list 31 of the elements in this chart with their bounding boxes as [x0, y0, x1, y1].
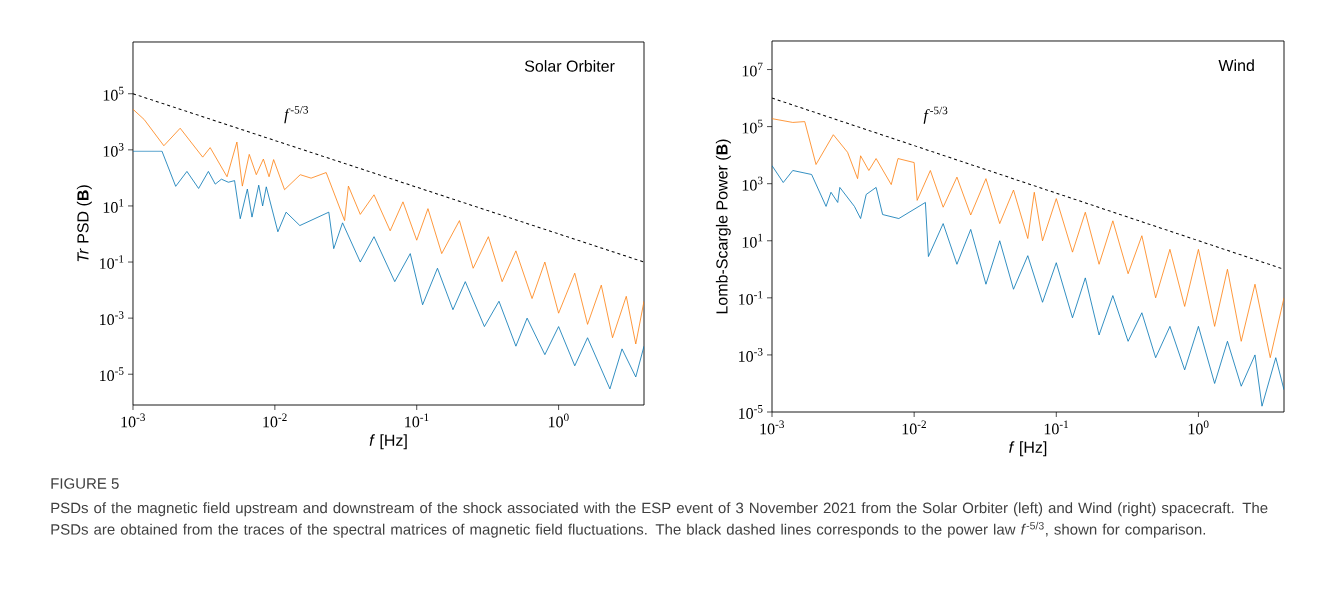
y-axis-title: Lomb-Scargle Power (B): [715, 139, 731, 314]
x-tick-label: 10$^{0}$: [548, 413, 569, 428]
y-tick-label: 10$^{-3}$: [100, 311, 124, 326]
y-tick-label: 10$^{3}$: [103, 142, 124, 157]
annotation: f$^{-5/3}$: [923, 106, 948, 124]
y-tick-label: 10$^{-3}$: [739, 348, 763, 362]
text: PSDs of the magnetic field upstream and downstream of the shock associated with the ESP event of 3 November 2021 from the Solar Orbiter (left) and Wind (right) spacecraft. The PSDs are obtained from the traces of the spectral matrices of magnetic field fluctuations. The black dashed lines corresponds to the power law f$^{-5/3}$, shown for comparison.: [51, 502, 1268, 538]
x-tick-label: 10$^{-3}$: [760, 420, 784, 435]
x-axis-title: f [Hz]: [1009, 441, 1047, 457]
y-tick-label: 10$^{-5}$: [100, 367, 124, 382]
annotation: Wind: [1218, 59, 1254, 72]
x-tick-label: 10$^{-2}$: [263, 413, 287, 428]
y-tick-label: 10$^{-5}$: [739, 405, 763, 419]
caption: FIGURE 5: [51, 478, 119, 489]
y-tick-label: 10$^{3}$: [742, 176, 763, 191]
y-tick-label: 10$^{5}$: [742, 119, 763, 134]
x-axis-title: f [Hz]: [369, 434, 407, 450]
y-tick-label: 10$^{5}$: [103, 86, 124, 101]
y-tick-label: 10$^{-1}$: [739, 290, 763, 305]
y-tick-label: 10$^{1}$: [742, 233, 763, 248]
x-tick-label: 10$^{-1}$: [1044, 420, 1069, 435]
y-tick-label: 10$^{7}$: [742, 62, 763, 77]
x-tick-label: 10$^{-2}$: [902, 420, 926, 435]
x-tick-label: 10$^{-1}$: [405, 413, 429, 428]
annotation: Solar Orbiter: [524, 60, 615, 72]
y-axis-title: Tr PSD (B): [76, 185, 92, 262]
y-tick-label: 10$^{1}$: [103, 199, 124, 213]
y-tick-label: 10$^{-1}$: [100, 255, 124, 269]
annotation: f$^{-5/3}$: [284, 106, 308, 124]
x-tick-label: 10$^{-3}$: [121, 413, 145, 428]
x-tick-label: 10$^{0}$: [1188, 420, 1209, 435]
